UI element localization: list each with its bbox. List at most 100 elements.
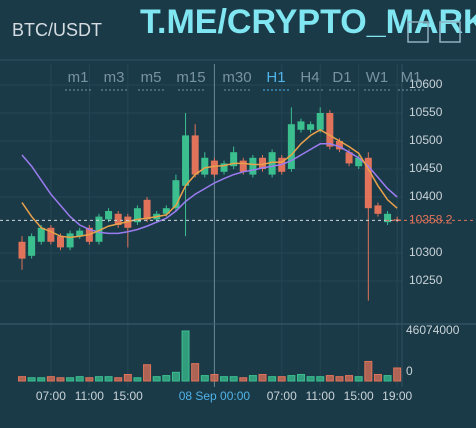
candle-body	[307, 124, 315, 130]
x-tick-label: 15:00	[344, 389, 374, 403]
volume-bar	[258, 373, 267, 382]
volume-bar	[383, 375, 392, 382]
moving-average-line	[21, 143, 398, 235]
candle-body	[18, 241, 26, 259]
volume-bar	[104, 376, 113, 382]
volume-bar	[56, 377, 65, 382]
candle-body	[316, 113, 324, 130]
candle-body	[95, 216, 103, 242]
candle-body	[143, 199, 151, 220]
x-tick-label: 19:00	[382, 389, 412, 403]
volume-bar	[335, 376, 344, 382]
candle-body	[201, 157, 209, 175]
volume-bar	[306, 376, 315, 382]
volume-bar	[94, 376, 103, 382]
volume-bar	[46, 376, 55, 382]
candle-body	[364, 157, 372, 209]
last-price-box	[403, 212, 476, 229]
y-tick-label: 10550	[409, 105, 443, 119]
volume-bar	[229, 376, 238, 382]
volume-bar	[27, 377, 36, 382]
volume-bar	[345, 375, 354, 382]
candle-body	[297, 121, 305, 130]
volume-bar	[239, 377, 248, 382]
volume-bar	[191, 363, 200, 382]
volume-bar	[18, 376, 26, 382]
candle-body	[182, 135, 190, 186]
timeframe-button[interactable]: m15	[176, 69, 205, 86]
candle-body	[268, 152, 276, 175]
timeframe-button[interactable]: H4	[300, 69, 319, 86]
candle-body	[239, 160, 247, 172]
timeframe-button[interactable]: H1	[266, 69, 285, 86]
volume-bar	[296, 373, 305, 382]
volume-bar	[316, 376, 325, 382]
y-tick-label: 10250	[409, 273, 443, 287]
volume-bar	[200, 375, 209, 382]
volume-bar	[393, 367, 402, 382]
candle-body	[326, 113, 334, 147]
candle-body	[384, 213, 392, 223]
candle-body	[335, 141, 343, 150]
x-tick-label: 11:00	[306, 389, 335, 403]
candle-body	[47, 227, 55, 242]
volume-bar	[37, 377, 46, 382]
timeframe-button[interactable]: M1	[401, 69, 422, 86]
timeframe-button[interactable]: m30	[222, 69, 251, 86]
volume-bar	[133, 377, 142, 382]
candle-body	[114, 213, 122, 225]
volume-bar	[373, 373, 382, 382]
volume-tick-label: 46074000	[406, 323, 460, 337]
volume-bar	[123, 373, 132, 382]
volume-bar	[143, 364, 152, 382]
volume-bar	[75, 376, 84, 382]
volume-bar	[268, 376, 277, 382]
candle-body	[133, 208, 141, 223]
moving-average-line	[21, 128, 398, 239]
volume-bar	[181, 330, 190, 382]
x-tick-label: 08 Sep 00:00	[179, 389, 251, 403]
candle-body	[259, 157, 266, 169]
y-tick-label: 10450	[409, 161, 443, 175]
candle-body	[162, 208, 170, 214]
candle-body	[220, 163, 228, 172]
y-tick-label: 10500	[409, 133, 443, 147]
candle-body	[56, 236, 64, 248]
candle-body	[230, 152, 238, 167]
candle-body	[105, 211, 113, 220]
symbol: BTC/USDT	[12, 20, 102, 40]
y-tick-label: 10300	[409, 245, 443, 259]
icon-button[interactable]	[439, 21, 461, 43]
volume-bar	[248, 375, 257, 382]
x-tick-label: 11:00	[75, 389, 104, 403]
candle-body	[37, 227, 45, 242]
volume-bar	[220, 376, 229, 382]
volume-bar	[152, 376, 161, 382]
candle-body	[355, 157, 363, 167]
candle-body	[345, 152, 353, 164]
volume-bar	[171, 371, 180, 382]
candle-body	[76, 230, 84, 237]
timeframe-button[interactable]: D1	[332, 69, 351, 86]
icon-button[interactable]	[407, 21, 429, 43]
x-tick-label: 07:00	[267, 389, 297, 403]
volume-bar	[162, 375, 171, 382]
candle-body	[66, 233, 74, 248]
last-price-label: 10358.2	[409, 213, 453, 227]
candle-body	[191, 135, 199, 175]
timeframe-button[interactable]: m1	[68, 69, 89, 86]
x-tick-label: 07:00	[36, 389, 66, 403]
timeframe-button[interactable]: W1	[366, 69, 389, 86]
volume-tick-label: 0	[406, 364, 413, 378]
volume-bar	[277, 376, 286, 382]
timeframe-button[interactable]: m3	[104, 69, 125, 86]
y-tick-label: 10600	[409, 77, 443, 91]
candle-body	[249, 157, 257, 175]
volume-bar	[354, 376, 363, 382]
volume-bar	[287, 375, 296, 382]
timeframe-button[interactable]: m5	[141, 69, 162, 86]
candle-body	[210, 160, 218, 175]
